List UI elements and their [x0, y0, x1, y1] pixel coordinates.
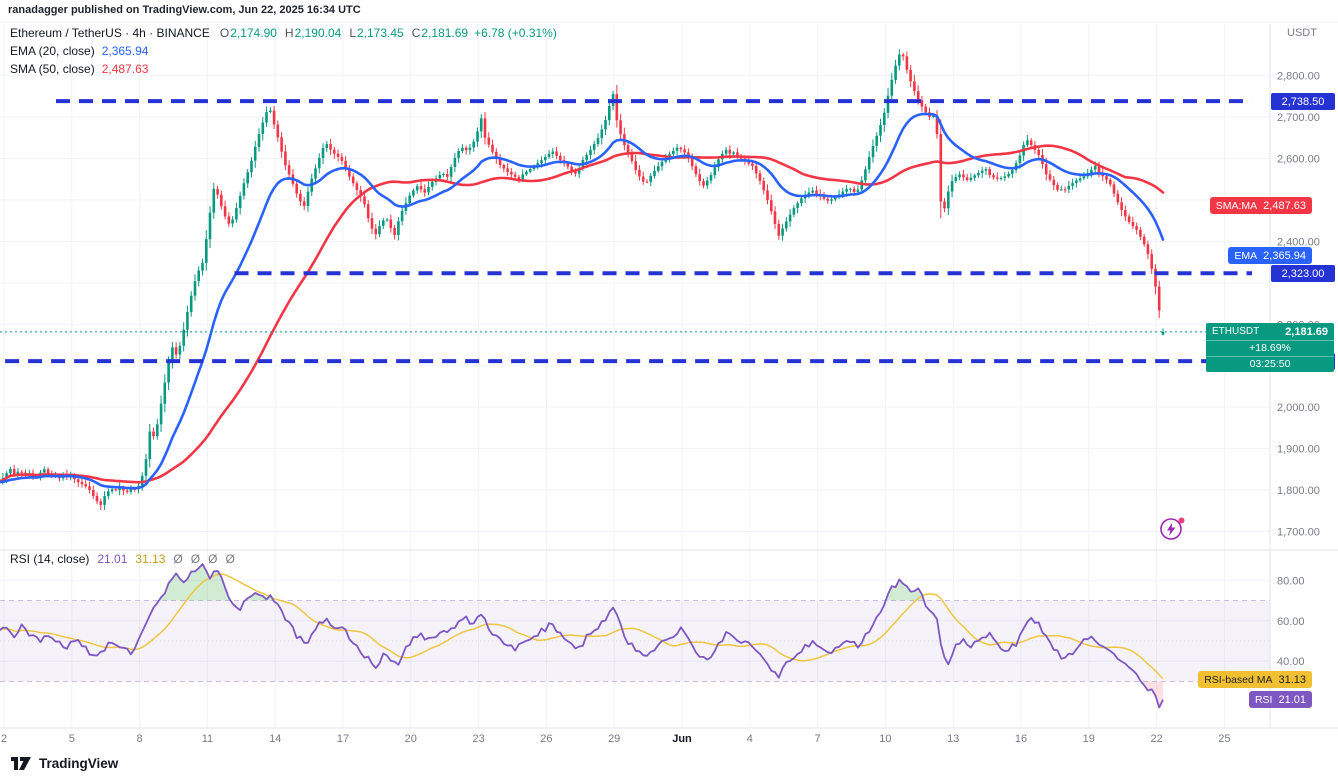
rsi-ma-axis-badge-value: 31.13	[1278, 673, 1306, 686]
ema-axis-badge-value: 2,365.94	[1263, 249, 1306, 262]
low-label: L	[349, 26, 356, 40]
rsi-empty-value: Ø	[225, 552, 235, 566]
time-tick-label: 11	[202, 733, 213, 745]
ema-axis-badge: EMA 2,365.94	[1228, 247, 1312, 264]
symbol-title[interactable]: Ethereum / TetherUS · 4h · BINANCE	[10, 26, 210, 40]
bar-close-countdown: 03:25:50	[1249, 358, 1291, 370]
symbol-legend-row: Ethereum / TetherUS · 4h · BINANCE O 2,17…	[10, 26, 557, 44]
last-price-change-pct: +18.69%	[1206, 341, 1334, 357]
time-tick-label: 10	[879, 733, 891, 745]
rsi-empty-value: Ø	[190, 552, 201, 566]
rsi-tick-label: 60.00	[1277, 616, 1305, 628]
time-tick-label: 17	[337, 733, 349, 745]
rsi-axis-badge-label: RSI	[1254, 693, 1273, 706]
rsi-ma-line[interactable]	[0, 573, 1164, 680]
rsi-legend-value: 21.01	[97, 552, 128, 566]
sma-axis-badge-label: SMA:MA	[1215, 199, 1258, 212]
price-tick-label: 2,700.00	[1277, 112, 1320, 124]
sma-line[interactable]	[0, 144, 1165, 484]
time-tick-label: 5	[69, 733, 75, 745]
sma-axis-badge: SMA:MA 2,487.63	[1209, 197, 1312, 214]
candles[interactable]	[0, 49, 1165, 510]
time-axis[interactable]: 2 5 8 11 14 17 20 23 26 29 Jun 4 7 10 13 16 19 22 25	[1, 733, 1231, 745]
price-level-badge-2323: 2,323.00	[1271, 265, 1335, 282]
time-tick-label: 13	[947, 733, 959, 745]
rsi-axis-badge-value: 21.01	[1278, 693, 1306, 706]
high-label: H	[284, 26, 294, 40]
tradingview-logo-icon	[10, 756, 32, 771]
time-tick-label: 29	[608, 733, 620, 745]
rsi-empty-value: Ø	[208, 552, 218, 566]
last-price-value: 2,181.69	[1285, 325, 1328, 338]
rsi-ma-axis-badge-label: RSI-based MA	[1204, 673, 1273, 686]
price-level-badge-text: 2,323.00	[1281, 267, 1325, 280]
time-tick-label: 26	[540, 733, 552, 745]
price-level-badge-2738: 2,738.50	[1271, 93, 1335, 110]
price-tick-label: 1,900.00	[1277, 444, 1320, 456]
rsi-empty-value: Ø	[173, 552, 183, 566]
sma-label: SMA (50, close)	[10, 62, 95, 76]
last-price-symbol: ETHUSDT	[1212, 326, 1260, 337]
brand-name: TradingView	[39, 756, 119, 771]
time-tick-label: 4	[747, 733, 753, 745]
rsi-pane-legend[interactable]: RSI (14, close) 21.01 31.13 Ø Ø Ø Ø	[10, 552, 235, 566]
price-level-badge-text: 2,738.50	[1281, 95, 1325, 108]
rsi-line[interactable]	[0, 563, 1164, 709]
rsi-ma-legend-value: 31.13	[135, 552, 166, 566]
ema-label: EMA (20, close)	[10, 44, 95, 58]
low-value: 2,173.45	[357, 26, 404, 40]
grid	[0, 24, 1270, 728]
ema-legend-row[interactable]: EMA (20, close) 2,365.94	[10, 44, 557, 62]
rsi-band	[0, 600, 1270, 682]
sma-axis-badge-value: 2,487.63	[1263, 199, 1306, 212]
time-tick-label: 14	[269, 733, 281, 745]
rsi-tick-label: 40.00	[1277, 656, 1305, 668]
high-value: 2,190.04	[294, 26, 342, 40]
rsi-axis-badge: RSI 21.01	[1248, 691, 1312, 708]
rsi-ma-axis-badge: RSI-based MA 31.13	[1198, 671, 1312, 688]
price-tick-label: 2,000.00	[1277, 402, 1320, 414]
ema-value: 2,365.94	[101, 44, 149, 58]
rsi-legend-title: RSI (14, close)	[10, 552, 90, 566]
change-value: +6.78 (+0.31%)	[474, 26, 557, 40]
footer-brand[interactable]: TradingView	[10, 756, 118, 771]
axis-currency-label: USDT	[1287, 27, 1317, 39]
time-tick-label: 19	[1083, 733, 1095, 745]
rsi-overbought-fill	[158, 564, 924, 601]
rsi-axis[interactable]: 80.00 60.00 40.00	[1277, 575, 1305, 668]
time-tick-label: 7	[815, 733, 821, 745]
last-price-badge: ETHUSDT 2,181.69 +18.69% 03:25:50	[1206, 323, 1334, 372]
flash-icon[interactable]	[1157, 514, 1187, 542]
close-value: 2,181.69	[421, 26, 469, 40]
sma-value: 2,487.63	[101, 62, 149, 76]
time-tick-label: 25	[1218, 733, 1230, 745]
time-tick-label: 23	[472, 733, 484, 745]
time-tick-label: 22	[1150, 733, 1162, 745]
sma-legend-row[interactable]: SMA (50, close) 2,487.63	[10, 62, 557, 80]
price-tick-label: 2,600.00	[1277, 154, 1320, 166]
price-axis[interactable]: 2,800.002,700.002,600.002,400.002,200.00…	[1277, 71, 1320, 539]
time-tick-label: 8	[137, 733, 143, 745]
time-tick-label: 20	[405, 733, 417, 745]
price-pane-legend: Ethereum / TetherUS · 4h · BINANCE O 2,17…	[10, 26, 557, 80]
price-tick-label: 1,700.00	[1277, 527, 1320, 539]
open-value: 2,174.90	[230, 26, 277, 40]
time-tick-label: Jun	[672, 733, 692, 745]
close-label: C	[411, 26, 421, 40]
ema-axis-badge-label: EMA	[1234, 249, 1258, 262]
ema-line[interactable]	[0, 112, 1165, 490]
time-tick-label: 2	[1, 733, 7, 745]
attribution-text: ranadagger published on TradingView.com,…	[8, 4, 361, 16]
rsi-tick-label: 80.00	[1277, 575, 1305, 587]
price-tick-label: 2,400.00	[1277, 236, 1320, 248]
price-tick-label: 2,800.00	[1277, 71, 1320, 83]
open-label: O	[219, 26, 230, 40]
price-tick-label: 1,800.00	[1277, 485, 1320, 497]
time-tick-label: 16	[1015, 733, 1027, 745]
